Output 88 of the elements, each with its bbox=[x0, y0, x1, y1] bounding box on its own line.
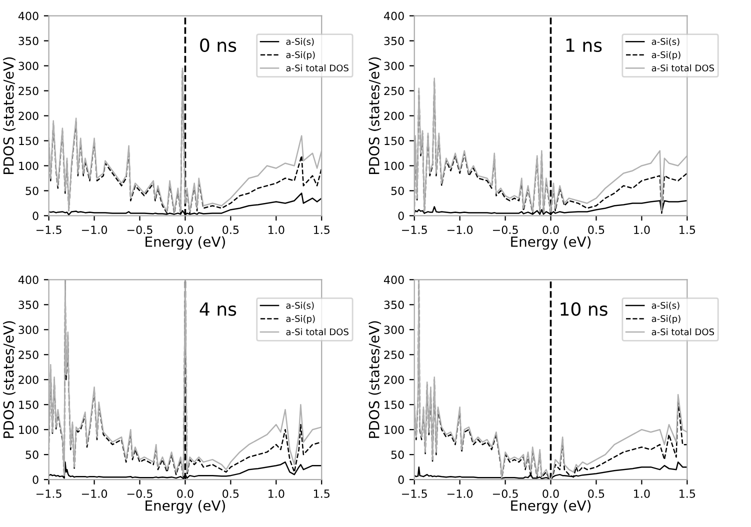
x-tick-label: 1.5 bbox=[680, 226, 696, 234]
x-tick-label: −1.5 bbox=[36, 226, 62, 234]
y-tick-label: 250 bbox=[18, 350, 38, 360]
y-tick-label: 400 bbox=[18, 276, 38, 284]
x-tick-label: −0.5 bbox=[492, 489, 518, 498]
legend-label: a-Si total DOS bbox=[286, 64, 348, 72]
x-tick-label: −1.0 bbox=[82, 226, 108, 234]
legend-label: a-Si total DOS bbox=[652, 328, 714, 336]
legend-label: a-Si total DOS bbox=[286, 328, 348, 336]
y-tick-label: 100 bbox=[19, 162, 38, 170]
y-tick-label: 250 bbox=[18, 86, 38, 96]
y-tick-label: 0 bbox=[32, 476, 38, 484]
annotation: 4 ns bbox=[200, 302, 236, 316]
x-axis-title: Energy (eV) bbox=[146, 236, 225, 250]
y-tick-label: 350 bbox=[18, 36, 38, 46]
y-tick-label: 300 bbox=[18, 326, 38, 334]
y-tick-label: 250 bbox=[384, 350, 404, 360]
x-axis-title: Energy (eV) bbox=[511, 500, 591, 514]
annotation: 10 ns bbox=[560, 302, 608, 316]
legend-label: a-Si(s) bbox=[652, 302, 680, 310]
y-tick-label: 50 bbox=[26, 450, 38, 459]
x-tick-label: −0.5 bbox=[127, 226, 152, 234]
x-tick-label: 0.0 bbox=[177, 489, 194, 498]
x-tick-label: −1.5 bbox=[36, 490, 62, 498]
y-tick-label: 150 bbox=[19, 400, 38, 409]
y-axis-title: PDOS (states/eV) bbox=[3, 57, 16, 174]
annotation: 1 ns bbox=[566, 38, 602, 52]
y-tick-label: 100 bbox=[19, 426, 38, 434]
x-tick-label: −1.5 bbox=[402, 490, 427, 498]
y-tick-label: 100 bbox=[384, 162, 404, 170]
y-tick-label: 300 bbox=[384, 62, 404, 70]
x-tick-label: 1.5 bbox=[314, 226, 330, 234]
y-axis-title: PDOS (states/eV) bbox=[3, 321, 16, 438]
x-tick-label: 0.0 bbox=[542, 226, 559, 234]
legend-label: a-Si(p) bbox=[652, 315, 680, 324]
y-tick-label: 100 bbox=[384, 426, 404, 434]
y-tick-label: 400 bbox=[384, 12, 404, 20]
y-tick-label: 0 bbox=[398, 476, 404, 484]
y-tick-label: 200 bbox=[384, 376, 404, 384]
x-tick-label: 0.0 bbox=[542, 489, 559, 498]
y-tick-label: 150 bbox=[384, 136, 404, 146]
x-tick-label: −1.0 bbox=[448, 489, 473, 498]
y-tick-label: 400 bbox=[18, 12, 38, 20]
y-tick-label: 200 bbox=[384, 112, 404, 120]
x-tick-label: 0.5 bbox=[222, 489, 239, 498]
y-tick-label: 300 bbox=[384, 326, 404, 334]
x-tick-label: −1.5 bbox=[402, 226, 427, 234]
y-tick-label: 200 bbox=[18, 376, 38, 384]
legend-label: a-Si(p) bbox=[286, 51, 315, 60]
annotation: 0 ns bbox=[200, 38, 236, 52]
x-tick-label: 1.0 bbox=[268, 226, 284, 234]
x-tick-label: −1.0 bbox=[82, 489, 108, 498]
y-tick-label: 400 bbox=[384, 276, 404, 284]
x-tick-label: −1.0 bbox=[448, 226, 473, 234]
y-tick-label: 50 bbox=[26, 186, 38, 196]
y-tick-label: 150 bbox=[384, 400, 404, 409]
y-tick-label: 350 bbox=[384, 36, 404, 46]
y-tick-label: 350 bbox=[384, 300, 404, 310]
x-tick-label: 1.5 bbox=[680, 490, 696, 498]
y-tick-label: 300 bbox=[18, 62, 38, 70]
legend-label: a-Si total DOS bbox=[652, 64, 714, 72]
x-tick-label: 1.0 bbox=[634, 489, 650, 498]
y-tick-label: 0 bbox=[398, 212, 404, 220]
x-tick-label: 1.0 bbox=[634, 226, 650, 234]
x-tick-label: 0.5 bbox=[588, 489, 604, 498]
x-axis-title: Energy (eV) bbox=[146, 500, 225, 514]
y-tick-label: 50 bbox=[391, 186, 404, 196]
x-tick-label: 0.5 bbox=[222, 226, 239, 234]
y-tick-label: 250 bbox=[384, 86, 404, 96]
legend-label: a-Si(s) bbox=[652, 38, 680, 46]
y-axis-title: PDOS (states/eV) bbox=[368, 57, 381, 174]
legend-label: a-Si(p) bbox=[286, 315, 315, 324]
legend-label: a-Si(s) bbox=[286, 302, 314, 310]
legend-label: a-Si(p) bbox=[652, 51, 680, 60]
legend-label: a-Si(s) bbox=[286, 38, 314, 46]
x-tick-label: −0.5 bbox=[127, 489, 152, 498]
x-tick-label: 1.5 bbox=[314, 490, 330, 498]
x-tick-label: 0.5 bbox=[588, 226, 604, 234]
y-tick-label: 0 bbox=[32, 212, 38, 220]
x-tick-label: 1.0 bbox=[268, 489, 284, 498]
y-axis-title: PDOS (states/eV) bbox=[368, 321, 381, 438]
y-tick-label: 200 bbox=[18, 112, 38, 120]
x-axis-title: Energy (eV) bbox=[511, 236, 591, 250]
x-tick-label: 0.0 bbox=[177, 226, 194, 234]
y-tick-label: 150 bbox=[19, 136, 38, 146]
y-tick-label: 50 bbox=[391, 450, 404, 459]
y-tick-label: 350 bbox=[18, 300, 38, 310]
x-tick-label: −0.5 bbox=[492, 226, 518, 234]
